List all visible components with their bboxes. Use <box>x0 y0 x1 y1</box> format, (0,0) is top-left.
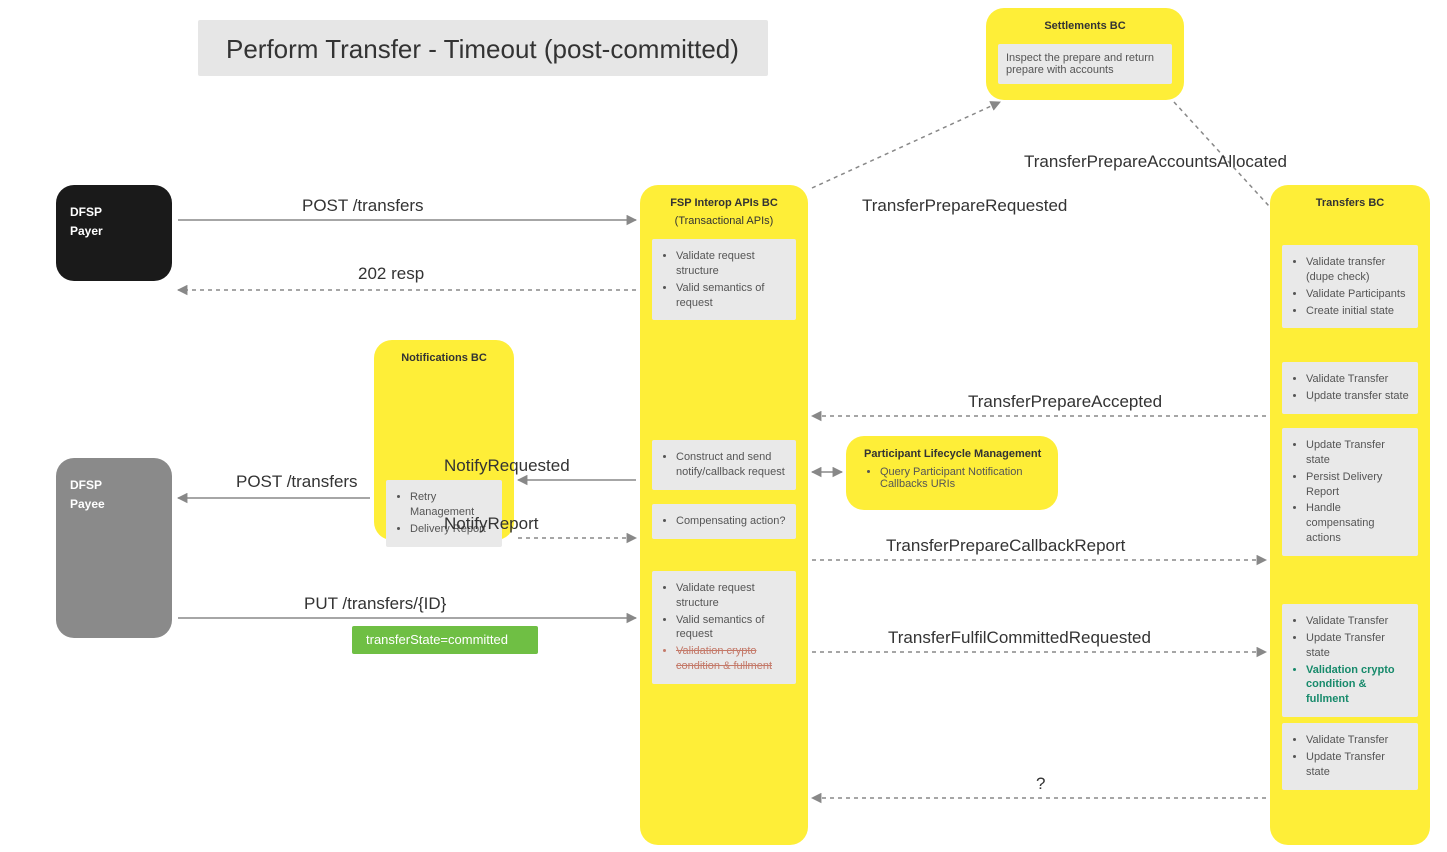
panel-item: Construct and send notify/callback reque… <box>676 450 788 480</box>
actor-dfsp-payer: DFSP Payer <box>56 185 172 281</box>
panel-item: Query Participant Notification Callbacks… <box>880 466 1050 490</box>
bc-notifications: Notifications BC Retry Management Delive… <box>374 340 514 540</box>
panel-item: Valid semantics of request <box>676 613 788 643</box>
panel-item-highlight: Validation crypto condition & fullment <box>1306 663 1410 708</box>
label-post-transfers-1: POST /transfers <box>302 196 424 216</box>
label-notify-report: NotifyReport <box>444 514 538 534</box>
page-title: Perform Transfer - Timeout (post-committ… <box>198 20 768 76</box>
bc-title: Participant Lifecycle Management <box>854 444 1050 466</box>
actor-label: DFSP <box>70 203 158 222</box>
panel-item: Compensating action? <box>676 514 788 529</box>
bc-title: FSP Interop APIs BC <box>648 193 800 215</box>
label-transfer-fulfil-committed-requested: TransferFulfilCommittedRequested <box>888 628 1151 648</box>
label-question: ? <box>1036 774 1045 794</box>
label-put-transfers: PUT /transfers/{ID} <box>304 594 446 614</box>
actor-label: Payer <box>70 222 158 241</box>
panel-item: Validate Participants <box>1306 287 1410 302</box>
panel: Validate Transfer Update transfer state <box>1282 362 1418 414</box>
bc-transfers: Transfers BC Validate transfer (dupe che… <box>1270 185 1430 845</box>
bc-interop: FSP Interop APIs BC (Transactional APIs)… <box>640 185 808 845</box>
panel-item: Update Transfer state <box>1306 750 1410 780</box>
panel-item: Update Transfer state <box>1306 631 1410 661</box>
bc-title: Transfers BC <box>1278 193 1422 215</box>
panel-item: Validate Transfer <box>1306 733 1410 748</box>
panel-item: Validate Transfer <box>1306 372 1410 387</box>
bc-settlements: Settlements BC Inspect the prepare and r… <box>986 8 1184 100</box>
bc-subtitle: (Transactional APIs) <box>648 215 800 233</box>
panel: Update Transfer state Persist Delivery R… <box>1282 428 1418 556</box>
panel: Validate Transfer Update Transfer state <box>1282 723 1418 790</box>
panel-item: Create initial state <box>1306 304 1410 319</box>
bc-plm: Participant Lifecycle Management Query P… <box>846 436 1058 510</box>
label-post-transfers-2: POST /transfers <box>236 472 358 492</box>
panel-text: Inspect the prepare and return prepare w… <box>1006 52 1154 76</box>
panel-item: Update transfer state <box>1306 389 1410 404</box>
panel-item: Handle compensating actions <box>1306 501 1410 546</box>
panel-item: Validate request structure <box>676 581 788 611</box>
diagram-canvas: Perform Transfer - Timeout (post-committ… <box>0 0 1447 852</box>
actor-label: Payee <box>70 495 158 514</box>
panel-item: Persist Delivery Report <box>1306 470 1410 500</box>
actor-label: DFSP <box>70 476 158 495</box>
panel-item: Validate request structure <box>676 249 788 279</box>
label-notify-requested: NotifyRequested <box>444 456 570 476</box>
label-transfer-prepare-requested: TransferPrepareRequested <box>862 196 1067 216</box>
label-202-resp: 202 resp <box>358 264 424 284</box>
panel-item: Valid semantics of request <box>676 281 788 311</box>
panel: Inspect the prepare and return prepare w… <box>998 44 1172 84</box>
panel-item: Update Transfer state <box>1306 438 1410 468</box>
label-transfer-prepare-accepted: TransferPrepareAccepted <box>968 392 1162 412</box>
arrow-interop-to-settlements <box>812 102 1000 188</box>
label-transfer-prepare-accounts-allocated: TransferPrepareAccountsAllocated <box>1024 152 1287 172</box>
panel: Validate transfer (dupe check) Validate … <box>1282 245 1418 328</box>
tag-transfer-state: transferState=committed <box>352 626 538 654</box>
panel-item-strike: Validation crypto condition & fullment <box>676 644 788 674</box>
panel: Validate Transfer Update Transfer state … <box>1282 604 1418 717</box>
bc-title: Settlements BC <box>994 16 1176 38</box>
panel: Compensating action? <box>652 504 796 539</box>
label-transfer-prepare-callback-report: TransferPrepareCallbackReport <box>886 536 1125 556</box>
panel-item: Validate Transfer <box>1306 614 1410 629</box>
panel: Construct and send notify/callback reque… <box>652 440 796 490</box>
panel-item: Validate transfer (dupe check) <box>1306 255 1410 285</box>
panel: Validate request structure Valid semanti… <box>652 239 796 320</box>
actor-dfsp-payee: DFSP Payee <box>56 458 172 638</box>
panel: Validate request structure Valid semanti… <box>652 571 796 684</box>
bc-title: Notifications BC <box>382 348 506 370</box>
